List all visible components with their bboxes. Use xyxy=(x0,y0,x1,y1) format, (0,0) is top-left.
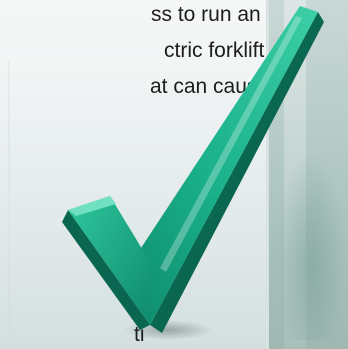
panel-edge xyxy=(266,0,269,349)
body-text-line-3: at can cause xyxy=(150,75,270,98)
body-text-line-1: ss to run an xyxy=(151,3,261,26)
body-text-line-2: ctric forklift xyxy=(164,39,265,62)
panel-shadow xyxy=(276,150,346,340)
